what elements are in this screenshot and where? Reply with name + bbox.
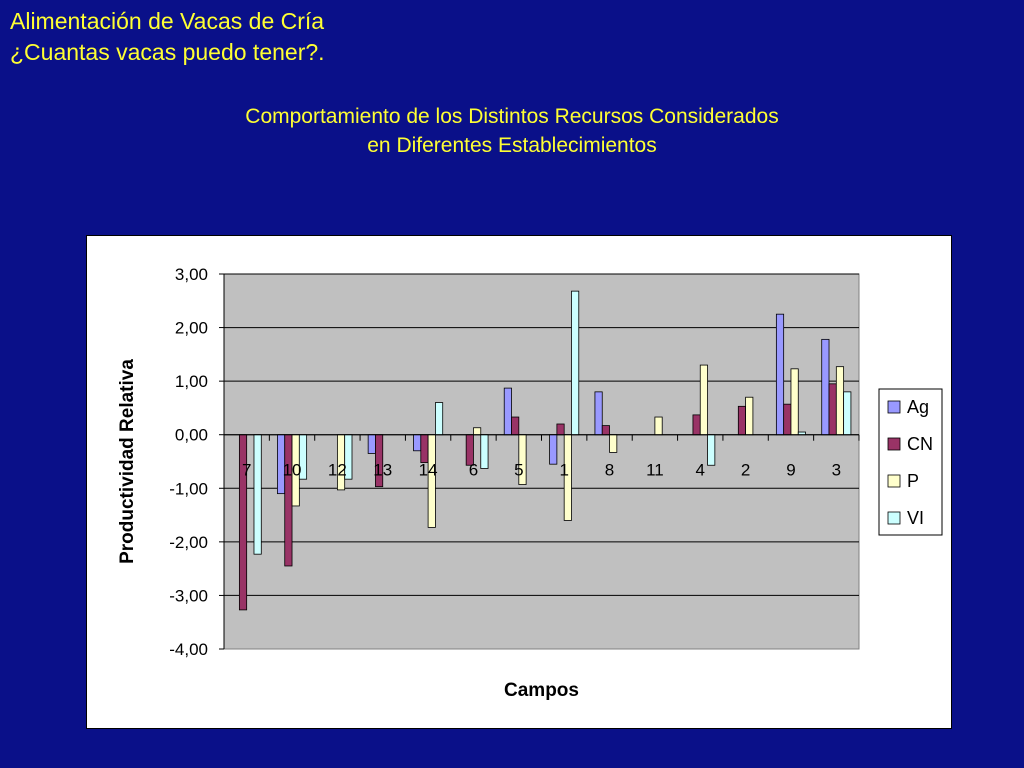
x-tick-label: 11 <box>646 461 664 480</box>
bar-Ag-9 <box>775 313 785 436</box>
bar-P-14 <box>427 434 436 528</box>
bar-CN-14 <box>420 434 429 463</box>
chart-heading: Comportamiento de los Distintos Recursos… <box>0 102 1024 160</box>
y-tick-label: 2,00 <box>175 319 208 338</box>
legend-label-VI: VI <box>907 508 924 528</box>
bar-Ag-8 <box>594 391 603 436</box>
bar-Ag-1 <box>549 434 558 465</box>
bar-Ag-14 <box>413 434 422 452</box>
bar-CN-3 <box>828 383 837 436</box>
bar-P-9 <box>790 368 799 436</box>
x-tick-label: 7 <box>242 461 251 480</box>
bar-CN-1 <box>556 423 565 436</box>
bar-VI-6 <box>480 434 489 469</box>
chart-heading-line-1: Comportamiento de los Distintos Recursos… <box>245 105 779 128</box>
bar-P-8 <box>609 434 618 453</box>
y-tick-label: -3,00 <box>169 586 208 605</box>
bar-VI-3 <box>843 391 852 436</box>
bar-VI-1 <box>571 290 580 436</box>
x-tick-label: 4 <box>696 461 705 480</box>
chart-container: -4,00 -3,00 -2,00 -1,00 0,00 1,00 2,00 3,00 7 10 1… <box>86 235 952 729</box>
bar-VI-14 <box>435 402 444 436</box>
x-tick-label: 3 <box>832 461 841 480</box>
y-tick-label: -2,00 <box>169 533 208 552</box>
bar-P-4 <box>699 364 708 436</box>
legend-label-Ag: Ag <box>907 397 929 417</box>
x-tick-label: 9 <box>786 461 795 480</box>
bar-P-3 <box>835 366 845 436</box>
chart-heading-line-2: en Diferentes Establecimientos <box>367 134 657 157</box>
bar-CN-2 <box>737 405 747 436</box>
y-tick-label: -1,00 <box>169 479 208 498</box>
x-tick-label: 8 <box>605 461 614 480</box>
y-tick-label: 1,00 <box>175 372 208 391</box>
x-tick-label: 14 <box>419 461 438 480</box>
x-tick-label: 2 <box>741 461 750 480</box>
slide-title-line-2: ¿Cuantas vacas puedo tener?. <box>10 39 325 65</box>
x-axis-title: Campos <box>504 680 579 701</box>
bar-CN-5 <box>511 416 520 436</box>
legend-swatch-Ag <box>887 400 901 414</box>
x-tick-label: 10 <box>283 461 302 480</box>
slide-title-line-1: Alimentación de Vacas de Cría <box>10 8 325 34</box>
bar-VI-7 <box>253 434 262 555</box>
plot-area <box>223 273 860 650</box>
bar-P-11 <box>654 416 663 436</box>
bar-CN-9 <box>783 403 792 436</box>
bar-P-6 <box>473 427 482 436</box>
legend-swatch-VI <box>887 511 901 525</box>
y-axis-title: Productividad Relativa <box>117 359 138 564</box>
x-tick-label: 12 <box>328 461 347 480</box>
bar-CN-4 <box>692 414 701 436</box>
x-tick-label: 5 <box>514 461 523 480</box>
bar-P-2 <box>745 396 754 436</box>
bar-chart: -4,00 -3,00 -2,00 -1,00 0,00 1,00 2,00 3,00 7 10 1… <box>117 265 943 701</box>
y-tick-label: 3,00 <box>175 265 208 284</box>
bar-VI-4 <box>707 434 716 466</box>
legend-swatch-P <box>887 474 901 488</box>
y-tick-label: -4,00 <box>169 640 208 659</box>
bar-Ag-13 <box>367 434 376 454</box>
x-tick-label: 1 <box>559 461 568 480</box>
legend-swatch-CN <box>887 437 901 451</box>
bar-Ag-3 <box>821 338 830 436</box>
legend-label-P: P <box>907 471 919 491</box>
bar-Ag-5 <box>503 387 512 436</box>
slide-title: Alimentación de Vacas de Cría ¿Cuantas v… <box>10 6 325 68</box>
y-tick-label: 0,00 <box>175 426 208 445</box>
bar-CN-8 <box>601 425 610 436</box>
legend-label-CN: CN <box>907 434 933 454</box>
x-tick-label: 6 <box>469 461 478 480</box>
x-tick-label: 13 <box>373 461 392 480</box>
bar-CN-10 <box>284 434 293 567</box>
